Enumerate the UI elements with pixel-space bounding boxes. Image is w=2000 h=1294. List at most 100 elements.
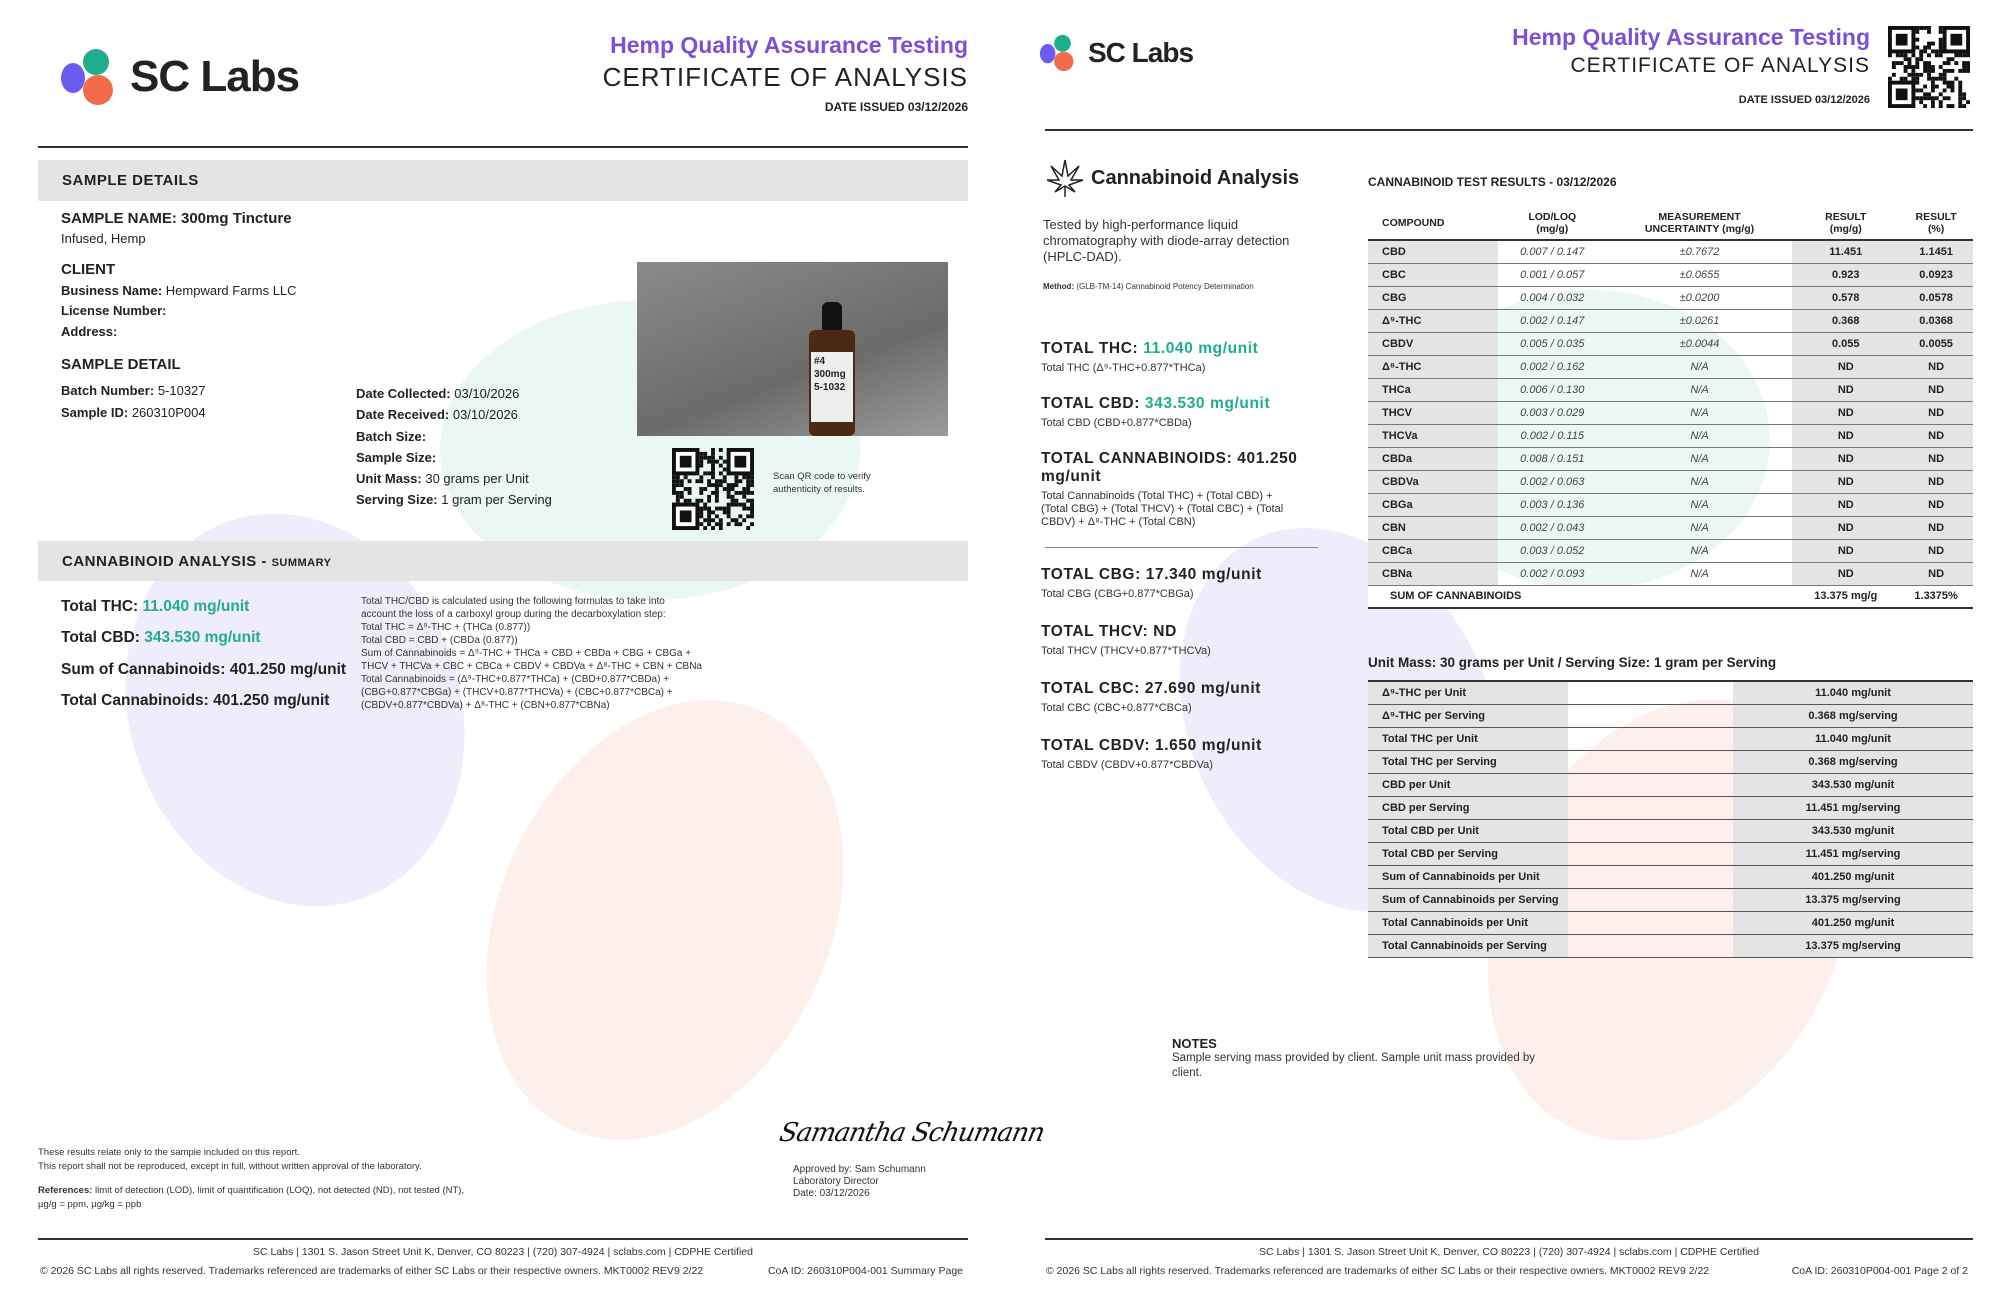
table-cell: 0.0368 <box>1899 309 1973 333</box>
qr-module <box>742 487 747 491</box>
qr-module <box>718 455 723 460</box>
qr-module <box>1938 76 1943 81</box>
table-cell: N/A <box>1606 493 1793 517</box>
qr-module <box>750 498 754 503</box>
notes-text: Sample serving mass provided by client. … <box>1172 1052 1536 1079</box>
qr-module <box>726 510 731 515</box>
qr-module <box>1927 53 1931 58</box>
qr-module <box>746 498 751 503</box>
table-cell: N/A <box>1606 378 1793 402</box>
sample-photo: #4 300mg 5-1032 <box>637 262 948 436</box>
total-cannabinoids: Total Cannabinoids: 401.250 mg/unit <box>61 692 330 709</box>
qr-code[interactable] <box>1888 26 1970 108</box>
qr-module <box>1950 80 1955 85</box>
sum-cannabinoids: Sum of Cannabinoids: 401.250 mg/unit <box>61 661 347 678</box>
table-cell: 0.003 / 0.052 <box>1497 539 1607 563</box>
qr-module <box>703 455 708 460</box>
qr-module <box>1891 72 1896 77</box>
table-row: CBGa 0.003 / 0.136 N/A ND ND <box>1368 493 1973 517</box>
table-cell: 0.0055 <box>1899 332 1973 356</box>
qr-module <box>1930 104 1935 108</box>
qr-module <box>699 490 704 495</box>
qr-module <box>1927 65 1931 69</box>
table-row: THCVa 0.002 / 0.115 N/A ND ND <box>1368 424 1973 448</box>
qr-module <box>1930 76 1935 81</box>
qr-module <box>679 483 684 488</box>
qr-module <box>1938 100 1943 105</box>
license-number: License Number: <box>61 303 166 318</box>
table-cell: CBC <box>1368 263 1498 287</box>
qr-module <box>750 506 754 511</box>
qr-module <box>703 506 708 511</box>
qr-module <box>1958 53 1963 58</box>
table-row: Total CBD per Unit 343.530 mg/unit <box>1368 819 1973 843</box>
summary-heading-small: SUMMARY <box>271 557 332 569</box>
table-cell: ND <box>1792 401 1900 425</box>
table-cell: 0.001 / 0.057 <box>1497 263 1607 287</box>
label: Date Received: <box>356 407 450 423</box>
qr-module <box>746 483 751 488</box>
qr-module <box>695 498 700 503</box>
qr-module <box>699 514 704 519</box>
qr-module <box>1942 72 1947 77</box>
qr-module <box>707 459 712 464</box>
total-value: 27.690 mg/unit <box>1144 680 1261 697</box>
total-label: TOTAL THCV: <box>1041 623 1149 640</box>
signature: Samantha Schumann <box>776 1118 1047 1148</box>
date-issued: DATE ISSUED 03/12/2026 <box>1738 94 1870 106</box>
qr-module <box>730 494 735 499</box>
qr-module <box>726 502 731 507</box>
qr-module <box>750 490 754 495</box>
qr-module <box>722 487 727 491</box>
table-cell: 0.368 <box>1792 309 1900 333</box>
formula-notes: Total THC/CBD is calculated using the fo… <box>361 595 702 712</box>
qr-module <box>1888 53 1892 58</box>
qr-module <box>1938 37 1943 42</box>
qr-module <box>679 479 684 484</box>
sample-id: Sample ID: 260310P004 <box>61 405 206 420</box>
qr-module <box>1930 88 1935 93</box>
qr-module <box>1919 57 1924 62</box>
sc-labs-logo: SC Labs <box>58 46 300 108</box>
qr-module <box>711 518 715 523</box>
table-cell: CBN <box>1368 516 1498 540</box>
qr-code[interactable] <box>672 448 754 530</box>
total-value: ND <box>1153 623 1177 640</box>
qr-module <box>722 459 727 464</box>
sample-details-bar: SAMPLE DETAILS <box>38 160 968 201</box>
total-value: 1.650 mg/unit <box>1155 737 1262 754</box>
qr-module <box>1907 72 1912 77</box>
logo-mark-icon <box>61 49 113 105</box>
table-row: CBD per Unit 343.530 mg/unit <box>1368 773 1973 797</box>
qr-module <box>726 490 731 495</box>
total-item: TOTAL CBD: 343.530 mg/unit Total CBD (CBD… <box>1041 395 1361 430</box>
qr-module <box>1891 61 1896 66</box>
table-cell: ND <box>1899 378 1973 402</box>
unit-value: 13.375 mg/serving <box>1733 888 1973 912</box>
qr-module <box>1950 84 1955 89</box>
spacer <box>1568 796 1733 820</box>
qr-module <box>703 471 708 476</box>
total-heading: TOTAL THC: 11.040 mg/unit <box>1041 340 1361 358</box>
table-cell: 0.003 / 0.136 <box>1497 493 1607 517</box>
unit-label: Total Cannabinoids per Unit <box>1368 911 1568 935</box>
sample-detail-heading: SAMPLE DETAIL <box>61 356 181 373</box>
table-cell: CBNa <box>1368 562 1498 586</box>
qr-module <box>1946 96 1951 101</box>
qr-module <box>1942 68 1947 73</box>
table-cell: Δ⁸-THC <box>1368 355 1498 379</box>
qr-module <box>718 463 723 468</box>
qr-module <box>734 483 739 488</box>
unit-label: Total THC per Serving <box>1368 750 1568 774</box>
total-heading: TOTAL CBC: 27.690 mg/unit <box>1041 680 1361 698</box>
label: Batch Size: <box>356 428 427 444</box>
spacer <box>1568 704 1733 728</box>
table-cell: ND <box>1899 562 1973 586</box>
qr-module <box>1966 100 1970 105</box>
qr-module <box>703 451 708 456</box>
footer-copyright: © 2026 SC Labs all rights reserved. Trad… <box>1046 1265 1710 1277</box>
qr-module <box>750 502 754 507</box>
table-row: Total THC per Serving 0.368 mg/serving <box>1368 750 1973 774</box>
qr-module <box>1958 84 1963 89</box>
qr-module <box>1927 76 1931 81</box>
